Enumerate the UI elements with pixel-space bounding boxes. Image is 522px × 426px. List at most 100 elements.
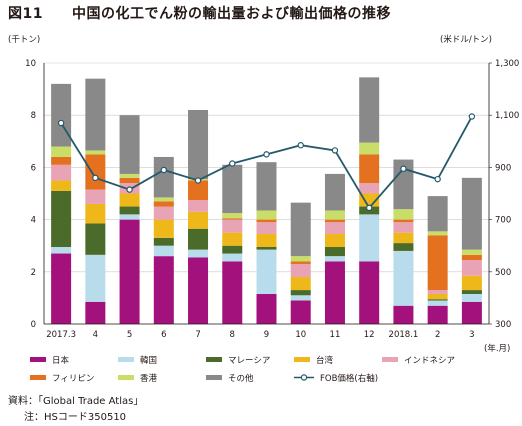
bar-segment [324,261,345,324]
chart-legend: 日本 韓国 マレーシア 台湾 インドネシア フィリピン 香港 その他 FOB価格… [30,354,500,390]
bar-segment [461,290,482,294]
bar-segment [153,245,174,257]
bar-segment [290,300,311,324]
y2-tick-label: 500 [495,268,511,278]
bar-segment [222,232,243,246]
legend-swatch [382,357,398,362]
y-tick-label: 0 [31,320,36,330]
bar-segment [256,219,277,223]
fob-price-point [57,119,65,127]
bar-segment [290,263,311,278]
y2-tick-label: 1,300 [495,59,519,69]
bar-segment [119,214,140,220]
legend-swatch [118,375,134,380]
bar-segment [393,209,414,220]
bar-segment [256,162,277,211]
bar-segment [359,214,380,262]
bar-segment [324,256,345,262]
bar-segment [324,233,345,248]
bar-segment [256,247,277,250]
bar-segment [427,293,448,300]
bar-segment [51,164,72,181]
legend-swatch [30,375,46,380]
bar-segment [188,200,209,212]
bar-segment [153,197,174,202]
legend-label: インドネシア [404,356,456,366]
bar-segment [324,210,345,220]
x-tick-label: 11 [330,330,341,340]
legend-label: 台湾 [316,356,334,366]
y-tick-label: 4 [31,216,36,226]
bar-segment [188,109,209,180]
bar-segment [85,78,106,151]
bar-segment [51,253,72,324]
bar-segment [119,193,140,207]
bar-segment [290,256,311,262]
bar-segment [324,222,345,234]
fob-price-point [194,177,202,184]
bar-segment [51,190,72,248]
source-note: 資料：「Global Trade Atlas」 [8,396,144,407]
y2-tick-label: 700 [495,216,511,226]
bar-segment [119,177,140,184]
bar-segment [359,154,380,184]
x-tick-label: 9 [264,330,269,340]
bar-segment [359,183,380,194]
bar-segment [222,245,243,254]
bar-segment [188,211,209,229]
bar-segment [85,189,106,204]
bar-segment [119,219,140,324]
legend-label: 日本 [52,356,70,366]
bar-segment [461,301,482,324]
fob-price-point [229,160,236,167]
fob-price-point [263,151,270,158]
y2-tick-label: 300 [495,320,511,330]
notes: 資料：「Global Trade Atlas」 注：HSコード350510 [8,394,143,426]
bar-segment [393,243,414,251]
bar-segment [393,305,414,324]
bar-segment [256,293,277,324]
bar-segment [119,115,140,174]
bar-segment [290,202,311,257]
bar-segment [153,256,174,324]
bar-segment [461,293,482,302]
bar-segment [324,219,345,223]
bar-segment [393,250,414,306]
fob-price-point [434,175,441,183]
legend-swatch [206,357,222,362]
left-axis-unit: (千トン) [8,35,41,45]
legend-item-malaysia: マレーシア [206,354,270,366]
legend-line-swatch [294,374,314,381]
bar-segment [85,154,106,190]
legend-label: フィリピン [52,374,95,384]
legend-label: その他 [228,374,254,384]
bar-segment [461,275,482,291]
bar-segment [359,261,380,324]
bar-segment [222,261,243,324]
bar-segment [119,173,140,178]
bar-segment [427,196,448,232]
bar-segment [290,277,311,291]
bar-segment [461,254,482,261]
bar-segment [153,201,174,207]
y-tick-label: 6 [31,163,36,173]
x-tick-label: 2017.3 [46,330,76,340]
bar-segment [85,203,106,224]
x-tick-label: 7 [195,330,200,340]
bar-segment [359,142,380,155]
figure-number: 図11 [8,6,43,22]
bar-segment [153,237,174,246]
y-tick-label: 10 [25,59,36,69]
fob-price-point [160,166,168,174]
fob-price-point [365,204,373,212]
legend-item-taiwan: 台湾 [294,354,333,366]
bar-segment [256,233,277,248]
bar-segment [393,232,414,244]
bar-segment [222,219,243,233]
period-unit: (年.月) [484,344,511,354]
bar-segment [51,156,72,165]
fob-price-point [331,147,339,154]
legend-label: 韓国 [140,356,158,366]
bar-segment [427,290,448,294]
